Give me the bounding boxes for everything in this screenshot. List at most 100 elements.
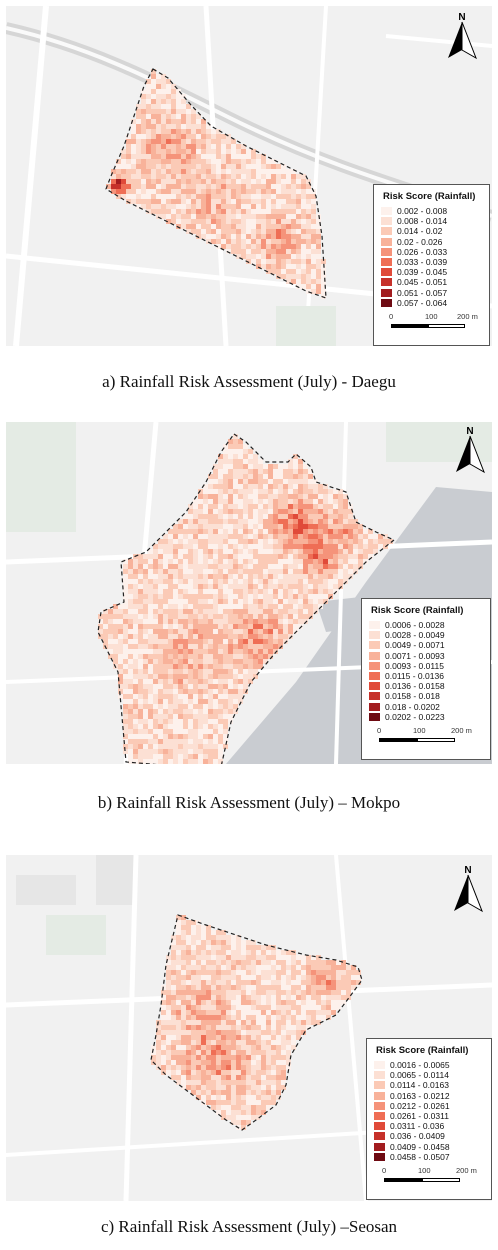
risk-cell <box>273 539 278 544</box>
risk-cell <box>243 479 248 484</box>
risk-cell <box>258 494 263 499</box>
risk-cell <box>126 159 131 164</box>
risk-cell <box>343 509 348 514</box>
risk-cell <box>171 935 176 940</box>
risk-cell <box>181 1020 186 1025</box>
risk-cell <box>113 614 118 619</box>
risk-cell <box>251 1070 256 1075</box>
risk-cell <box>186 144 191 149</box>
risk-cell <box>291 1030 296 1035</box>
risk-cell <box>203 699 208 704</box>
risk-cell <box>293 614 298 619</box>
risk-cell <box>236 1085 241 1090</box>
risk-cell <box>156 199 161 204</box>
risk-cell <box>261 950 266 955</box>
risk-cell <box>196 214 201 219</box>
risk-cell <box>196 129 201 134</box>
risk-cell <box>306 219 311 224</box>
risk-cell <box>311 975 316 980</box>
risk-cell <box>176 1040 181 1045</box>
risk-cell <box>133 684 138 689</box>
risk-cell <box>223 604 228 609</box>
risk-cell <box>123 639 128 644</box>
risk-cell <box>293 499 298 504</box>
risk-cell <box>173 634 178 639</box>
risk-cell <box>151 129 156 134</box>
risk-cell <box>103 624 108 629</box>
risk-cell <box>253 479 258 484</box>
legend-class-label: 0.036 - 0.0409 <box>390 1131 445 1142</box>
risk-cell <box>181 194 186 199</box>
risk-cell <box>263 464 268 469</box>
risk-cell <box>141 204 146 209</box>
risk-cell <box>146 84 151 89</box>
risk-cell <box>228 649 233 654</box>
risk-cell <box>268 489 273 494</box>
risk-cell <box>191 965 196 970</box>
risk-cell <box>231 1020 236 1025</box>
risk-cell <box>128 664 133 669</box>
risk-cell <box>166 134 171 139</box>
risk-cell <box>208 514 213 519</box>
risk-cell <box>186 114 191 119</box>
risk-cell <box>143 679 148 684</box>
risk-cell <box>346 965 351 970</box>
risk-cell <box>288 514 293 519</box>
risk-cell <box>311 990 316 995</box>
legend-class-label: 0.0115 - 0.0136 <box>385 671 444 682</box>
risk-cell <box>223 704 228 709</box>
risk-cell <box>303 504 308 509</box>
risk-cell <box>278 639 283 644</box>
risk-cell <box>108 629 113 634</box>
risk-cell <box>201 1075 206 1080</box>
risk-cell <box>286 264 291 269</box>
risk-cell <box>148 699 153 704</box>
risk-cell <box>256 224 261 229</box>
risk-cell <box>238 464 243 469</box>
risk-cell <box>176 199 181 204</box>
risk-cell <box>143 654 148 659</box>
risk-cell <box>276 249 281 254</box>
risk-cell <box>278 564 283 569</box>
risk-cell <box>306 239 311 244</box>
risk-cell <box>176 1055 181 1060</box>
risk-cell <box>151 69 156 74</box>
risk-cell <box>193 569 198 574</box>
risk-cell <box>276 239 281 244</box>
risk-cell <box>348 564 353 569</box>
risk-cell <box>201 1095 206 1100</box>
risk-cell <box>156 129 161 134</box>
risk-cell <box>141 199 146 204</box>
risk-cell <box>238 549 243 554</box>
risk-cell <box>286 194 291 199</box>
risk-cell <box>221 244 226 249</box>
risk-cell <box>221 1080 226 1085</box>
risk-cell <box>186 189 191 194</box>
risk-cell <box>218 594 223 599</box>
risk-cell <box>171 174 176 179</box>
risk-cell <box>156 164 161 169</box>
risk-cell <box>323 589 328 594</box>
risk-cell <box>321 980 326 985</box>
risk-cell <box>166 114 171 119</box>
risk-cell <box>313 554 318 559</box>
legend-swatch <box>374 1081 385 1090</box>
risk-cell <box>313 569 318 574</box>
risk-cell <box>208 569 213 574</box>
risk-cell <box>191 194 196 199</box>
risk-cell <box>163 534 168 539</box>
risk-cell <box>301 960 306 965</box>
risk-cell <box>296 985 301 990</box>
risk-cell <box>261 204 266 209</box>
risk-cell <box>216 1105 221 1110</box>
risk-cell <box>223 629 228 634</box>
risk-cell <box>236 1005 241 1010</box>
risk-cell <box>241 945 246 950</box>
risk-cell <box>206 930 211 935</box>
risk-cell <box>241 239 246 244</box>
risk-cell <box>276 1050 281 1055</box>
risk-cell <box>208 554 213 559</box>
risk-cell <box>261 199 266 204</box>
risk-cell <box>108 624 113 629</box>
risk-cell <box>183 559 188 564</box>
